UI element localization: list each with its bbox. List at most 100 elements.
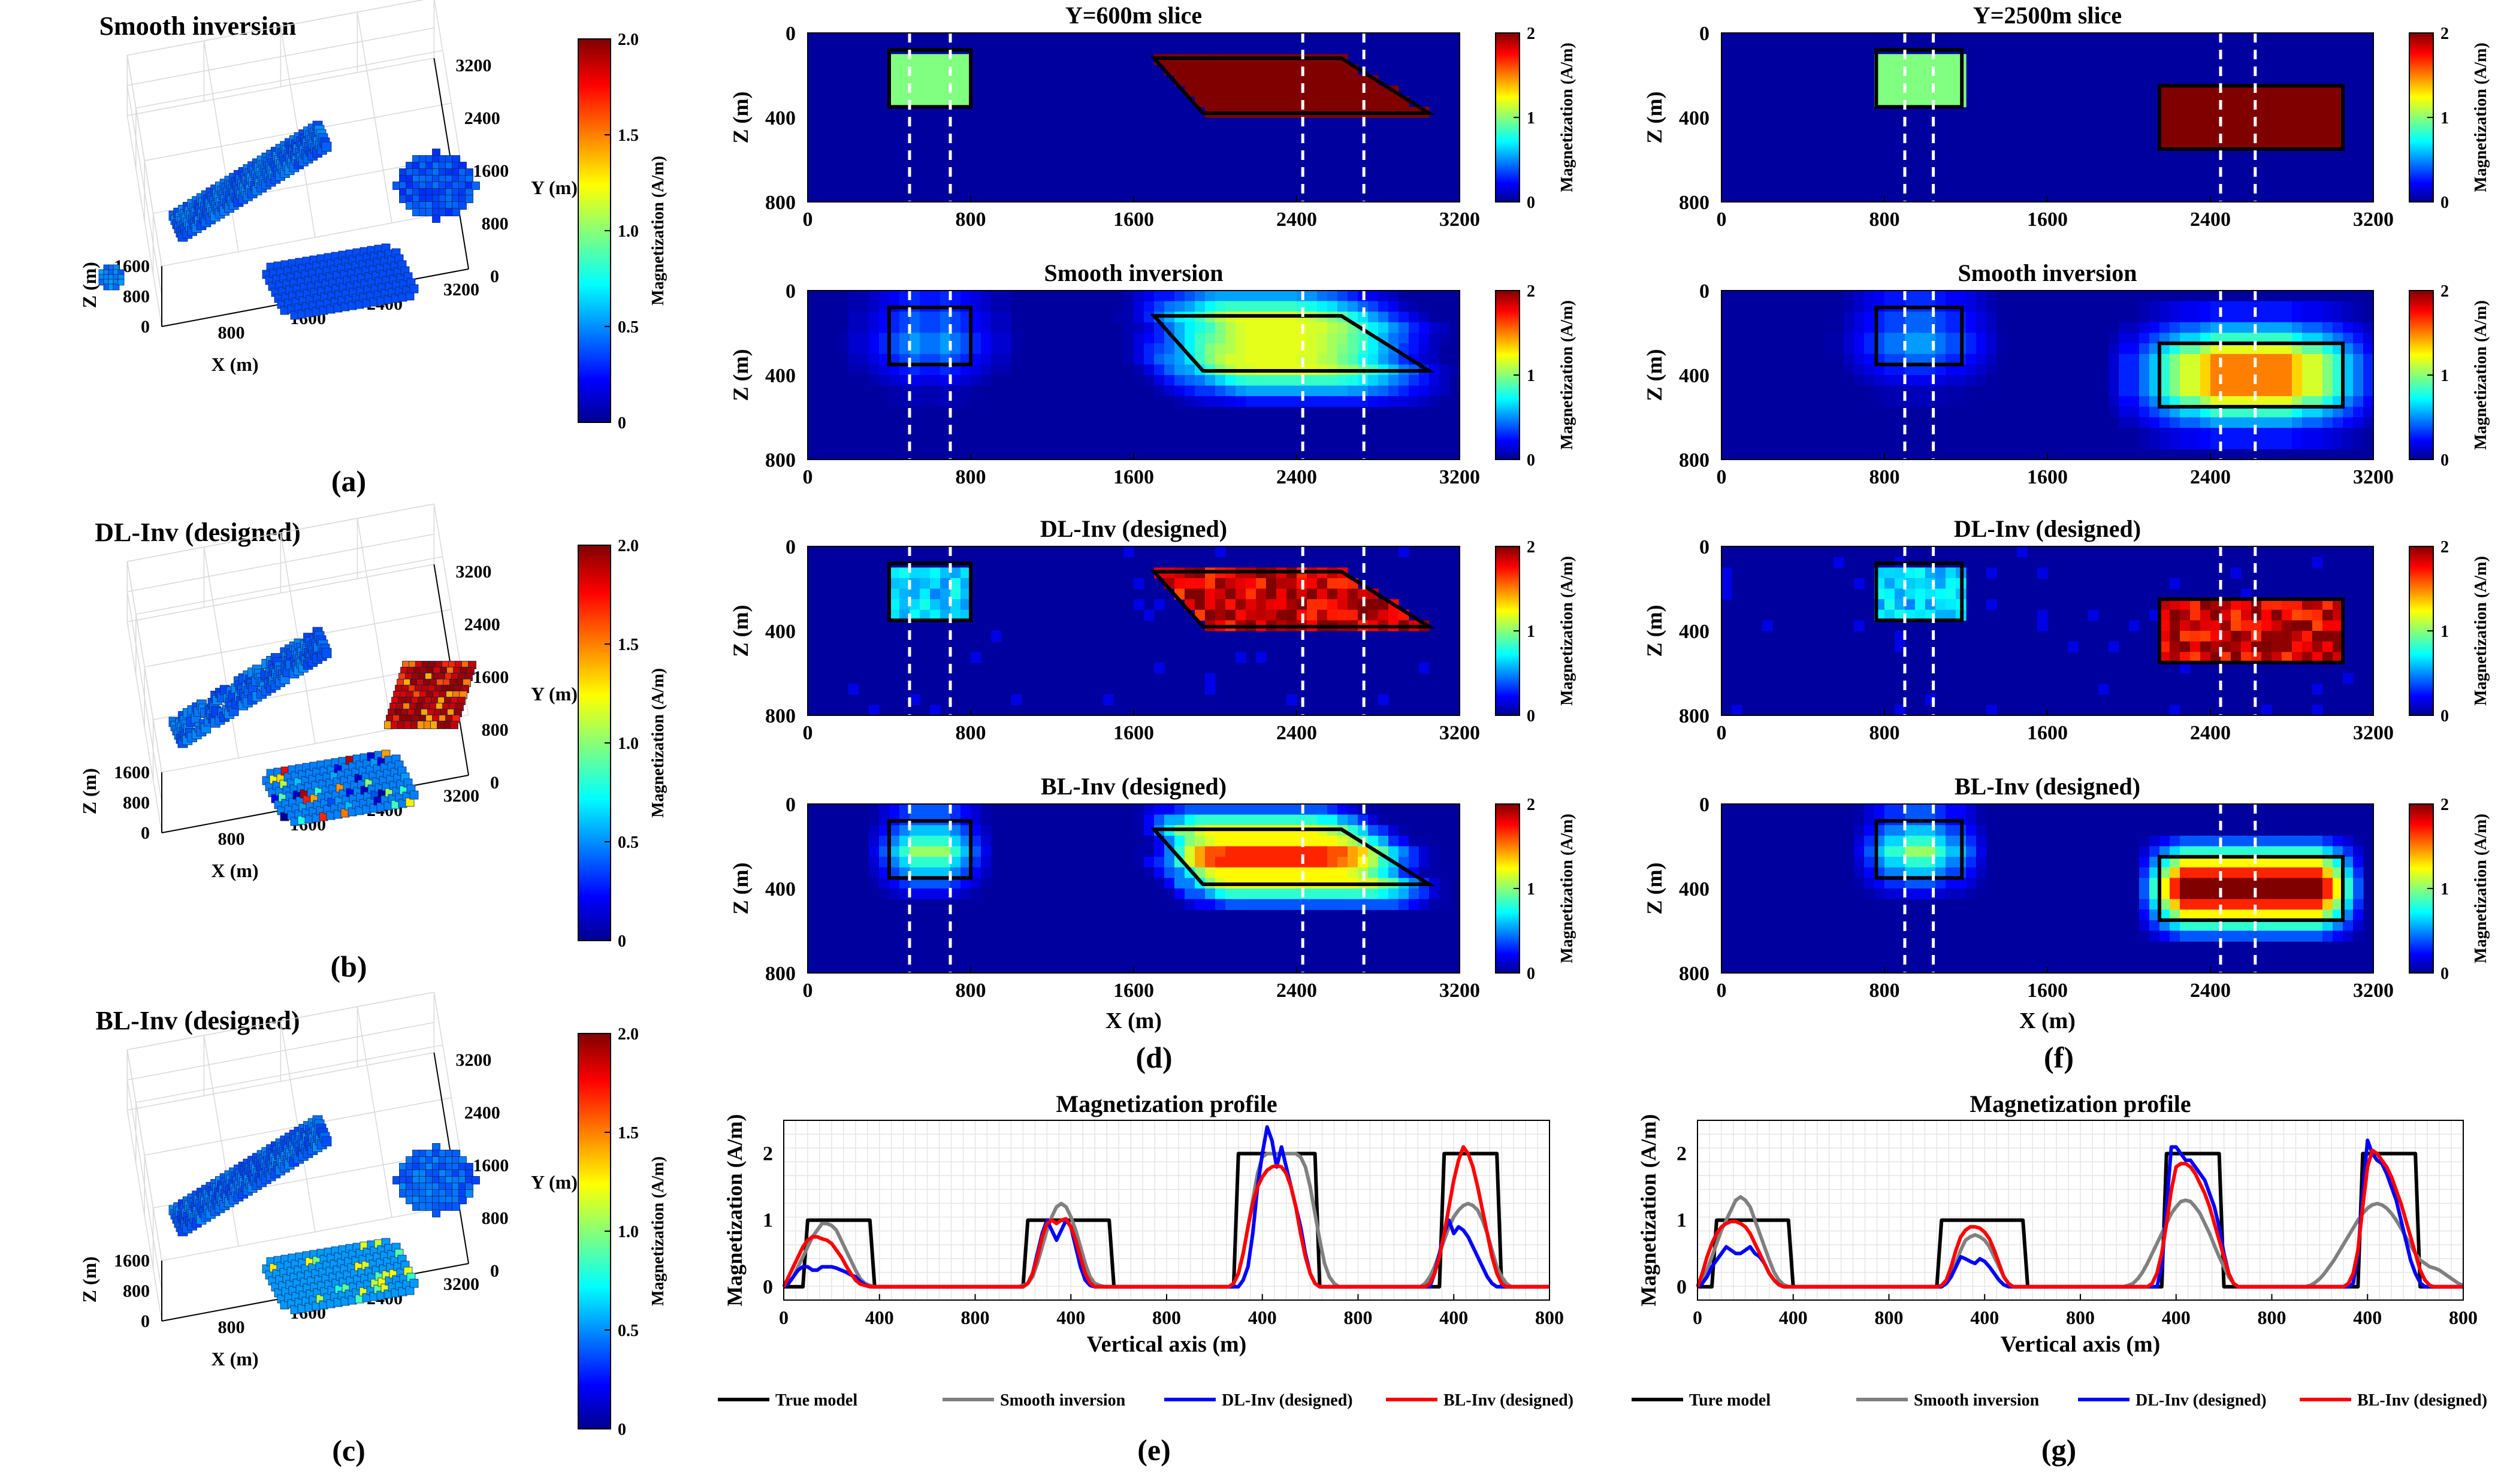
heat-cell bbox=[2139, 438, 2150, 449]
heat-cell bbox=[1721, 578, 1732, 590]
heat-cell bbox=[1419, 385, 1430, 397]
heat-cell bbox=[2109, 353, 2119, 365]
heat-cell bbox=[1215, 301, 1226, 312]
colorbar-tick-label: 1.5 bbox=[618, 1124, 639, 1143]
heat-cell bbox=[930, 835, 941, 847]
heat-cell bbox=[1337, 578, 1348, 590]
heat-cell bbox=[1429, 353, 1440, 365]
colorbar-label: Magnetization (A/m) bbox=[1558, 300, 1576, 450]
heat-cell bbox=[1327, 353, 1338, 365]
heat-cell bbox=[1185, 322, 1195, 334]
heat-cell bbox=[1266, 291, 1277, 302]
heat-cell bbox=[1986, 291, 1997, 302]
heat-cell bbox=[960, 396, 971, 407]
heat-cell bbox=[1276, 343, 1287, 355]
heat-cell bbox=[1144, 804, 1155, 815]
heat-cell bbox=[1246, 888, 1256, 900]
heat-cell bbox=[1844, 291, 1854, 302]
heat-cell bbox=[1154, 662, 1165, 674]
heat-cell bbox=[1144, 353, 1155, 365]
heat-cell bbox=[1368, 867, 1379, 878]
heat-cell bbox=[2129, 428, 2140, 439]
heat-cell bbox=[848, 684, 859, 695]
heat-cell bbox=[1864, 312, 1875, 323]
heat-cell bbox=[1246, 322, 1256, 334]
heat-cell bbox=[1935, 857, 1946, 868]
heat-cell bbox=[2139, 406, 2150, 418]
heat-cell bbox=[1378, 888, 1389, 900]
colorbar-label: Magnetization (A/m) bbox=[2472, 556, 2490, 706]
heat-cell bbox=[2231, 428, 2242, 439]
heat-cell bbox=[2200, 322, 2211, 334]
heat-cell bbox=[1225, 804, 1236, 815]
y-tick-label: 0 bbox=[490, 773, 499, 793]
heat-cell bbox=[2282, 301, 2292, 312]
heat-cell bbox=[1884, 64, 1895, 76]
heat-cell bbox=[1286, 835, 1297, 847]
heat-cell bbox=[1256, 64, 1267, 76]
voxel bbox=[409, 1279, 419, 1288]
x-tick-label: 2400 bbox=[1276, 722, 1317, 744]
heat-cell bbox=[1154, 301, 1165, 312]
heat-cell bbox=[1844, 301, 1854, 312]
heat-cell bbox=[2272, 878, 2282, 889]
heat-cell bbox=[1935, 291, 1946, 302]
heat-cell bbox=[2261, 364, 2272, 376]
heat-cell bbox=[1286, 343, 1297, 355]
heat-cell bbox=[1307, 857, 1318, 868]
heat-cell bbox=[1276, 846, 1287, 857]
y-tick-label: 1600 bbox=[473, 161, 509, 181]
heat-cell bbox=[1205, 322, 1216, 334]
heat-cell bbox=[981, 333, 992, 344]
heat-cell bbox=[2302, 301, 2313, 312]
heat-cell bbox=[2231, 312, 2242, 323]
x-tick-label: 3200 bbox=[443, 1274, 479, 1294]
heat-cell bbox=[1174, 899, 1185, 910]
heat-cell bbox=[1205, 599, 1216, 610]
heat-cell bbox=[1317, 888, 1328, 900]
heat-cell bbox=[950, 54, 961, 65]
heat-cell bbox=[1439, 899, 1450, 910]
z-tick-label: 0 bbox=[786, 23, 796, 45]
heat-cell bbox=[2180, 385, 2191, 397]
heat-cell bbox=[1225, 86, 1236, 97]
heat-cell bbox=[1205, 867, 1216, 878]
heat-cell bbox=[930, 54, 941, 65]
heat-cell bbox=[1276, 588, 1287, 600]
heat-cell bbox=[2312, 620, 2323, 631]
heat-cell bbox=[2322, 438, 2333, 449]
heat-cell bbox=[930, 312, 941, 323]
voxel bbox=[450, 721, 458, 729]
heat-cell bbox=[2302, 888, 2313, 900]
heat-cell bbox=[1185, 804, 1195, 815]
heat-cell bbox=[1915, 567, 1926, 579]
heat-cell bbox=[1956, 396, 1967, 407]
heat-cell bbox=[1946, 333, 1956, 344]
heat-cell bbox=[2149, 312, 2160, 323]
heat-cell bbox=[2139, 364, 2150, 376]
heat-cell bbox=[2292, 312, 2303, 323]
heat-cell bbox=[1388, 846, 1399, 857]
heat-cell bbox=[2353, 396, 2364, 407]
z-tick-label: 1600 bbox=[114, 763, 150, 782]
heat-cell bbox=[1368, 814, 1379, 826]
heat-cell bbox=[1976, 814, 1987, 826]
heat-cell bbox=[1164, 396, 1175, 407]
grid-line bbox=[127, 992, 434, 1050]
grid-line bbox=[127, 1021, 434, 1081]
heat-cell bbox=[2180, 878, 2191, 889]
heat-cell bbox=[1174, 878, 1185, 889]
heat-cell bbox=[2149, 835, 2160, 847]
heat-cell bbox=[869, 375, 880, 386]
heat-cell bbox=[950, 64, 961, 76]
heat-cell bbox=[1256, 867, 1267, 878]
heat-cell bbox=[1935, 846, 1946, 857]
y-tick-label: 0 bbox=[490, 267, 499, 286]
heat-cell bbox=[1266, 396, 1277, 407]
heat-cell bbox=[2292, 301, 2303, 312]
heat-cell bbox=[1762, 620, 1773, 631]
panel-title: DL-Inv (designed) bbox=[95, 518, 301, 547]
heat-cell bbox=[1225, 343, 1236, 355]
heat-cell bbox=[1307, 814, 1318, 826]
